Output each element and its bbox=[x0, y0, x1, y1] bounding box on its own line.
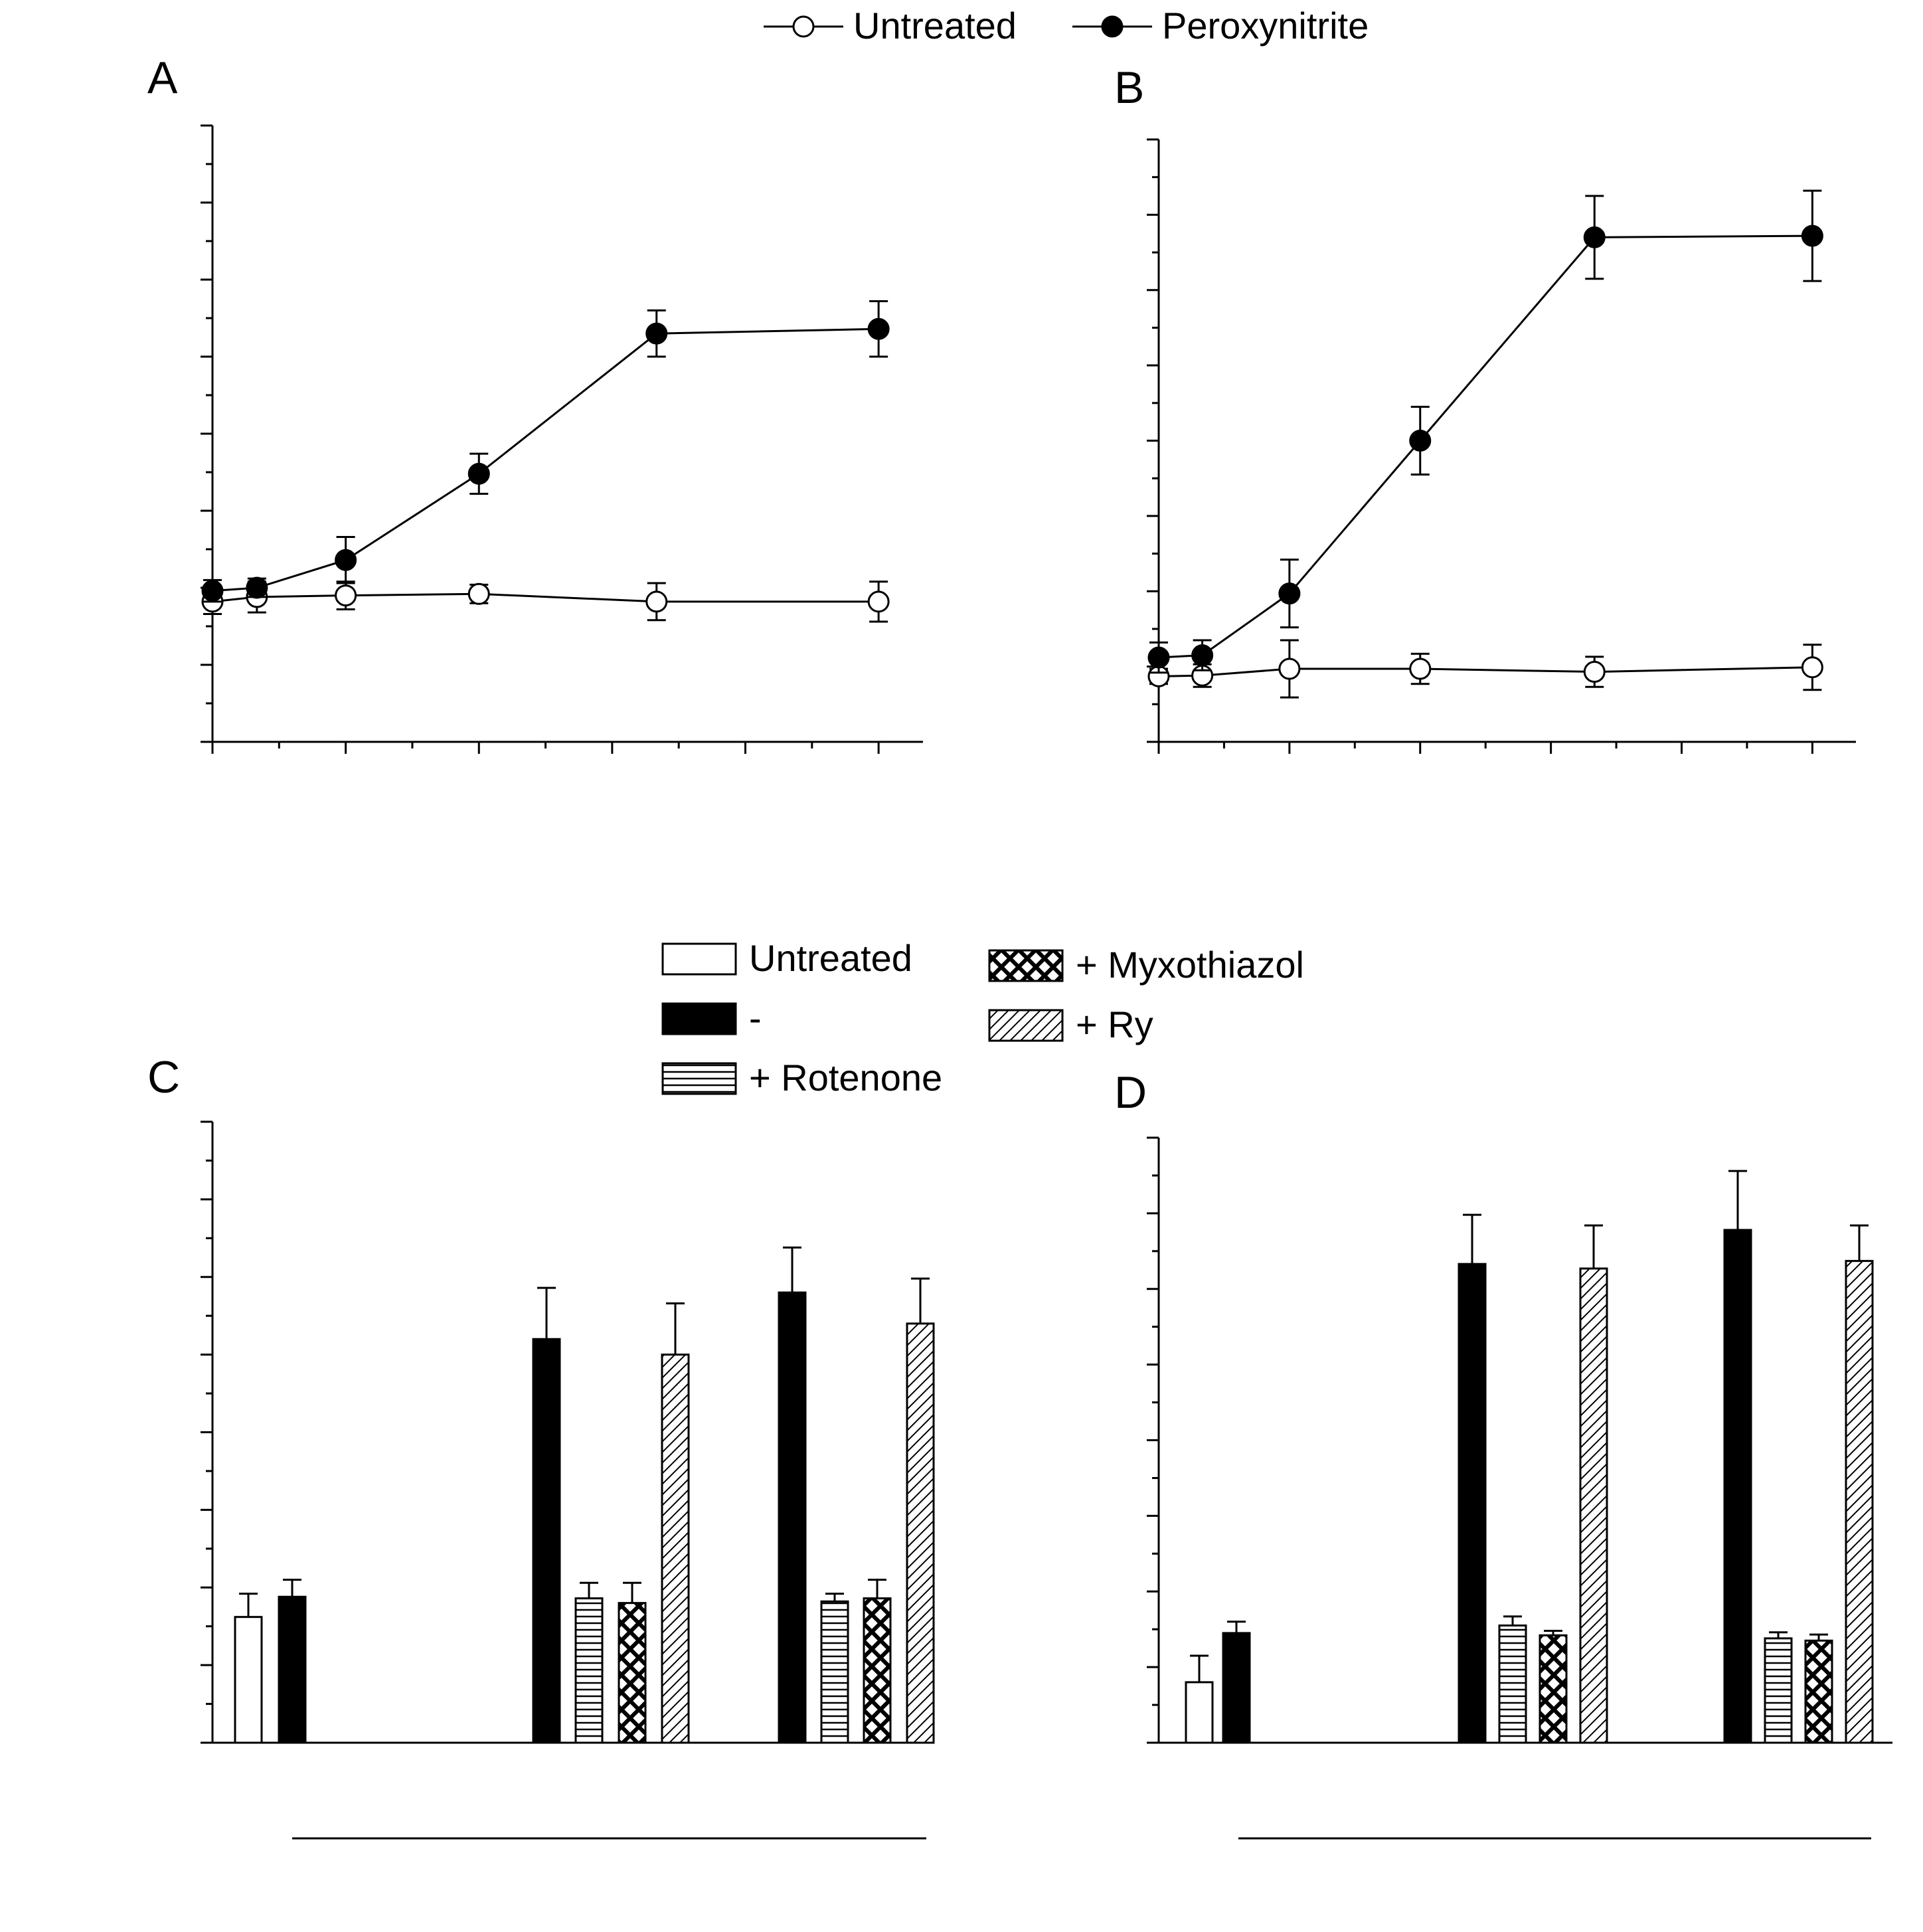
series-line-B-1 bbox=[1158, 234, 1813, 659]
bar-D-black bbox=[1723, 1229, 1752, 1744]
bar-C-diagonal bbox=[661, 1354, 690, 1744]
legend-bar-myxothiazol-label: + Myxothiazol bbox=[1076, 944, 1304, 986]
bar-D-diagonal bbox=[1579, 1267, 1608, 1744]
panel-label-A: A bbox=[147, 52, 178, 103]
data-point-A-1 bbox=[645, 322, 668, 345]
data-point-B-1 bbox=[1191, 644, 1214, 667]
legend-top: Untreated Peroxynitrite bbox=[764, 5, 1369, 46]
data-point-B-0 bbox=[1278, 658, 1301, 680]
panel-D: D bbox=[1114, 1067, 1892, 1840]
legend-bar-minus-label: - bbox=[749, 997, 762, 1039]
bar-C-hlines bbox=[820, 1600, 849, 1744]
legend-bars: Untreated - + Rotenone + Myxothiazol + R… bbox=[661, 937, 1304, 1098]
legend-black-swatch bbox=[661, 1002, 737, 1035]
legend-filled-circle-icon bbox=[1101, 15, 1124, 38]
data-point-B-0 bbox=[1801, 656, 1823, 679]
bar-C-black bbox=[278, 1595, 307, 1744]
bar-C-crosshatch bbox=[618, 1602, 647, 1744]
legend-peroxynitrite-label: Peroxynitrite bbox=[1162, 5, 1369, 46]
legend-bar-ry-label: + Ry bbox=[1076, 1004, 1153, 1045]
series-line-A-0 bbox=[212, 592, 879, 603]
data-point-A-1 bbox=[246, 576, 268, 599]
bar-D-crosshatch bbox=[1804, 1639, 1833, 1744]
bar-C-black bbox=[532, 1338, 561, 1744]
bar-D-black bbox=[1458, 1263, 1487, 1744]
legend-diagonal-swatch bbox=[988, 1009, 1064, 1042]
legend-bar-rotenone-label: + Rotenone bbox=[749, 1057, 942, 1098]
data-point-B-0 bbox=[1409, 658, 1432, 680]
series-line-A-1 bbox=[212, 327, 879, 592]
data-point-A-1 bbox=[201, 580, 224, 602]
bar-D-crosshatch bbox=[1539, 1634, 1568, 1744]
data-point-B-0 bbox=[1583, 661, 1606, 683]
panel-A: A bbox=[147, 52, 923, 754]
panel-label-D: D bbox=[1114, 1067, 1147, 1118]
bar-C-crosshatch bbox=[863, 1597, 892, 1744]
data-point-B-1 bbox=[1147, 646, 1170, 669]
data-point-B-1 bbox=[1801, 224, 1823, 247]
legend-crosshatch-swatch bbox=[988, 949, 1064, 982]
panels: A B C D bbox=[147, 52, 1892, 1840]
legend-hlines-swatch bbox=[661, 1062, 737, 1095]
bar-C-white bbox=[234, 1616, 263, 1744]
bar-D-hlines bbox=[1764, 1637, 1793, 1744]
data-point-A-1 bbox=[335, 549, 357, 571]
panel-label-B: B bbox=[1114, 62, 1144, 113]
bar-C-diagonal bbox=[906, 1322, 935, 1744]
bar-D-black bbox=[1222, 1632, 1251, 1744]
legend-untreated-label: Untreated bbox=[853, 5, 1017, 46]
panel-C: C bbox=[147, 1052, 935, 1840]
data-point-A-1 bbox=[867, 317, 890, 340]
data-point-B-1 bbox=[1583, 226, 1606, 248]
panel-label-C: C bbox=[147, 1052, 180, 1102]
bar-D-hlines bbox=[1498, 1624, 1527, 1744]
legend-bar-untreated-label: Untreated bbox=[749, 937, 912, 979]
series-line-B-0 bbox=[1158, 666, 1813, 677]
bar-D-white bbox=[1185, 1681, 1214, 1744]
panel-B: B bbox=[1114, 62, 1856, 754]
legend-open-circle-icon bbox=[792, 15, 815, 38]
legend-white-swatch bbox=[661, 942, 737, 976]
data-point-A-0 bbox=[335, 584, 357, 607]
data-point-B-1 bbox=[1409, 430, 1432, 452]
data-point-B-1 bbox=[1278, 582, 1301, 605]
bar-D-diagonal bbox=[1845, 1260, 1874, 1744]
data-point-A-0 bbox=[467, 582, 490, 605]
data-point-A-0 bbox=[867, 590, 890, 613]
bar-C-hlines bbox=[574, 1597, 604, 1744]
bar-C-black bbox=[778, 1291, 807, 1744]
data-point-A-1 bbox=[467, 462, 490, 485]
data-point-A-0 bbox=[645, 590, 668, 613]
